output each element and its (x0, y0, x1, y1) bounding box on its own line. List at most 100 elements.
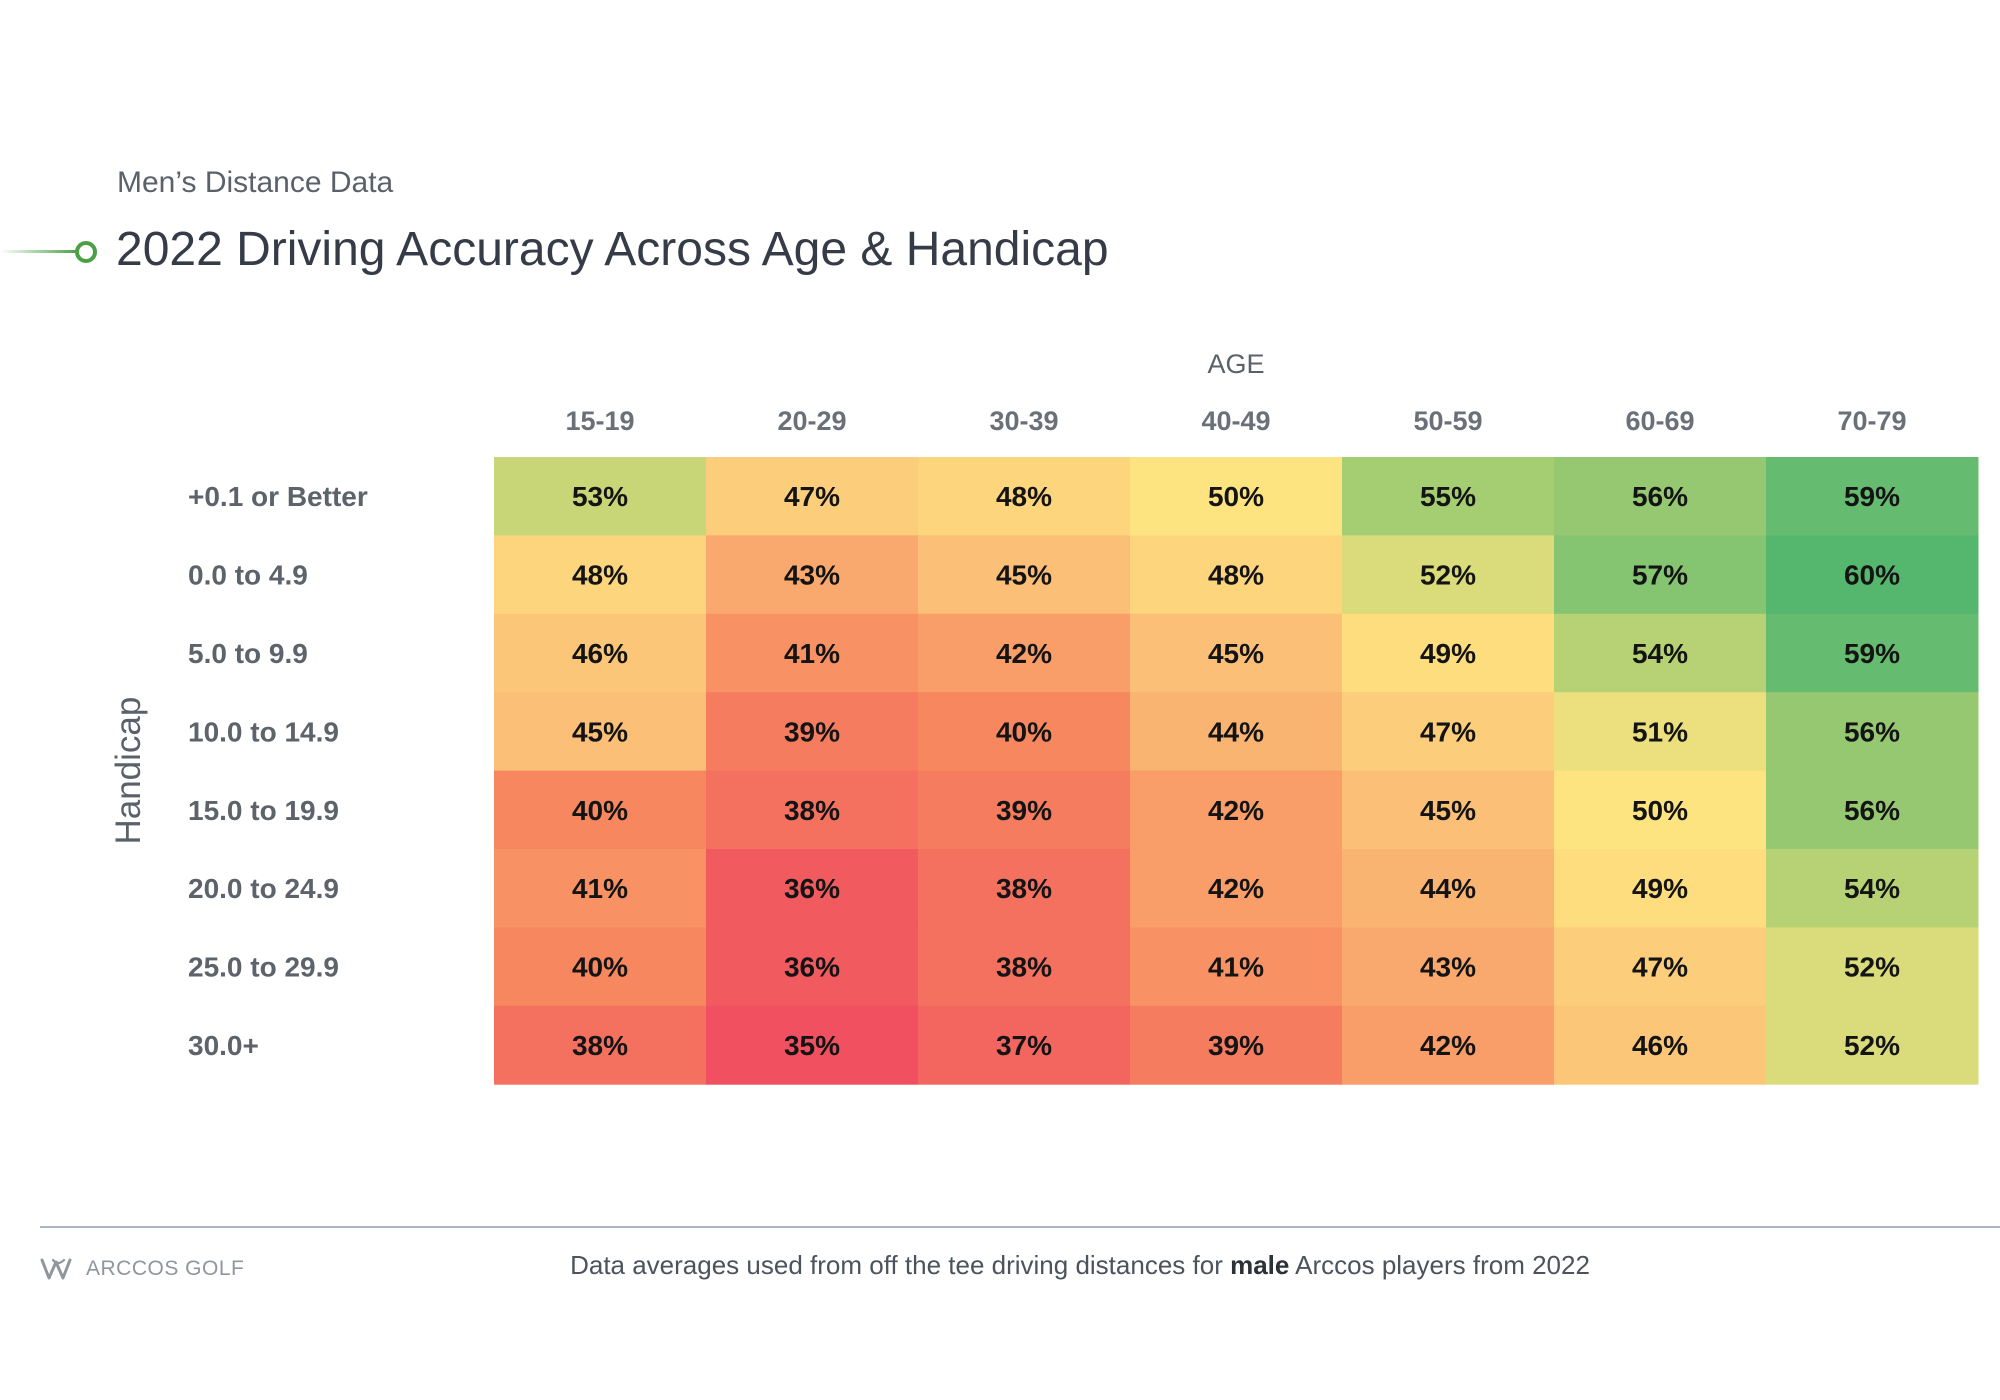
heatmap-cell (1554, 535, 1767, 615)
heatmap-cell (1342, 927, 1555, 1007)
cell-value-label: 52% (1420, 560, 1476, 591)
cell-value-label: 51% (1632, 716, 1688, 747)
heatmap-cell (1130, 613, 1343, 693)
cell-value-label: 38% (784, 795, 840, 826)
cell-value-label: 48% (572, 560, 628, 591)
accent-line (0, 250, 78, 253)
cell-value-label: 57% (1632, 560, 1688, 591)
row-label: 25.0 to 29.9 (188, 952, 339, 983)
cell-value-label: 47% (784, 481, 840, 512)
heatmap-cell (918, 535, 1131, 615)
column-label: 20-29 (777, 406, 846, 436)
cell-value-label: 49% (1632, 873, 1688, 904)
heatmap-cell (706, 613, 919, 693)
column-label: 50-59 (1413, 406, 1482, 436)
cell-value-label: 47% (1632, 952, 1688, 983)
cell-value-label: 40% (572, 795, 628, 826)
cell-value-label: 52% (1844, 1030, 1900, 1061)
heatmap-cell (918, 692, 1131, 772)
cell-value-label: 49% (1420, 638, 1476, 669)
heatmap-cell (1766, 457, 1979, 536)
heatmap-cell (918, 770, 1131, 850)
column-label: 60-69 (1625, 406, 1694, 436)
cell-value-label: 56% (1844, 716, 1900, 747)
heatmap-cell (1766, 849, 1979, 928)
heatmap-cell (494, 535, 707, 615)
cell-value-label: 48% (1208, 560, 1264, 591)
cell-value-label: 41% (572, 873, 628, 904)
cell-value-label: 42% (1420, 1030, 1476, 1061)
heatmap-cell (1342, 692, 1555, 772)
cell-value-label: 38% (572, 1030, 628, 1061)
heatmap-cell (1130, 457, 1343, 536)
x-axis-title: AGE (1207, 349, 1264, 379)
heatmap-cell (918, 457, 1131, 536)
heatmap-cell (494, 613, 707, 693)
cell-value-label: 59% (1844, 481, 1900, 512)
cell-value-label: 60% (1844, 560, 1900, 591)
heatmap-cell (1766, 1005, 1979, 1085)
heatmap-cell (918, 613, 1131, 693)
cell-value-label: 41% (1208, 952, 1264, 983)
arccos-logo: ARCCOS GOLF (40, 1252, 244, 1286)
row-label: +0.1 or Better (188, 481, 368, 512)
cell-value-label: 45% (572, 716, 628, 747)
heatmap-cell (706, 535, 919, 615)
logo-text: ARCCOS GOLF (86, 1257, 245, 1280)
accent-ring-icon (75, 241, 97, 263)
heatmap-cell (1342, 535, 1555, 615)
cell-value-label: 41% (784, 638, 840, 669)
column-label: 15-19 (565, 406, 634, 436)
footer-divider (40, 1226, 2000, 1228)
cell-value-label: 55% (1420, 481, 1476, 512)
cell-value-label: 36% (784, 873, 840, 904)
heatmap-cell (1766, 535, 1979, 615)
heatmap-cell (1342, 1005, 1555, 1085)
row-label: 30.0+ (188, 1030, 259, 1061)
row-label: 5.0 to 9.9 (188, 638, 308, 669)
row-label: 10.0 to 14.9 (188, 716, 339, 747)
heatmap-cell (1342, 770, 1555, 850)
cell-value-label: 38% (996, 952, 1052, 983)
cell-value-label: 46% (572, 638, 628, 669)
cell-value-label: 56% (1844, 795, 1900, 826)
cell-value-label: 45% (1420, 795, 1476, 826)
heatmap-cell (494, 770, 707, 850)
cell-value-label: 42% (1208, 873, 1264, 904)
cell-value-label: 39% (784, 716, 840, 747)
cell-value-label: 44% (1420, 873, 1476, 904)
heatmap-cell (1554, 692, 1767, 772)
heatmap-cell (706, 849, 919, 928)
heatmap-cell (1130, 927, 1343, 1007)
row-label: 20.0 to 24.9 (188, 873, 339, 904)
cell-value-label: 46% (1632, 1030, 1688, 1061)
heatmap-cell (494, 1005, 707, 1085)
heatmap-cell (918, 849, 1131, 928)
heatmap-cell (706, 927, 919, 1007)
heatmap-cell (1342, 457, 1555, 536)
heatmap-cell (1130, 1005, 1343, 1085)
heatmap-chart: AGE 15-19 20-29 30-39 40-49 50-59 60-69 70-79 Ha… (109, 349, 1979, 1085)
heatmap-cell (706, 770, 919, 850)
row-label: 15.0 to 19.9 (188, 795, 339, 826)
column-label: 40-49 (1201, 406, 1270, 436)
column-label: 30-39 (989, 406, 1058, 436)
footnote-text-start: Data averages used from off the tee driv… (570, 1250, 1231, 1280)
heatmap-cell (1554, 1005, 1767, 1085)
heatmap-cell (494, 692, 707, 772)
heatmap-cell (1554, 770, 1767, 850)
cell-value-label: 44% (1208, 716, 1264, 747)
cell-value-label: 38% (996, 873, 1052, 904)
heatmap-cell (494, 927, 707, 1007)
cell-value-label: 45% (1208, 638, 1264, 669)
heatmap-cell (1130, 692, 1343, 772)
heatmap-cell (706, 692, 919, 772)
heatmap-cell (494, 457, 707, 536)
heatmap-cell (1130, 535, 1343, 615)
heatmap-cell (1342, 613, 1555, 693)
heatmap-cell (1766, 692, 1979, 772)
cell-value-label: 52% (1844, 952, 1900, 983)
cell-value-label: 43% (1420, 952, 1476, 983)
cell-value-label: 56% (1632, 481, 1688, 512)
cell-value-label: 36% (784, 952, 840, 983)
